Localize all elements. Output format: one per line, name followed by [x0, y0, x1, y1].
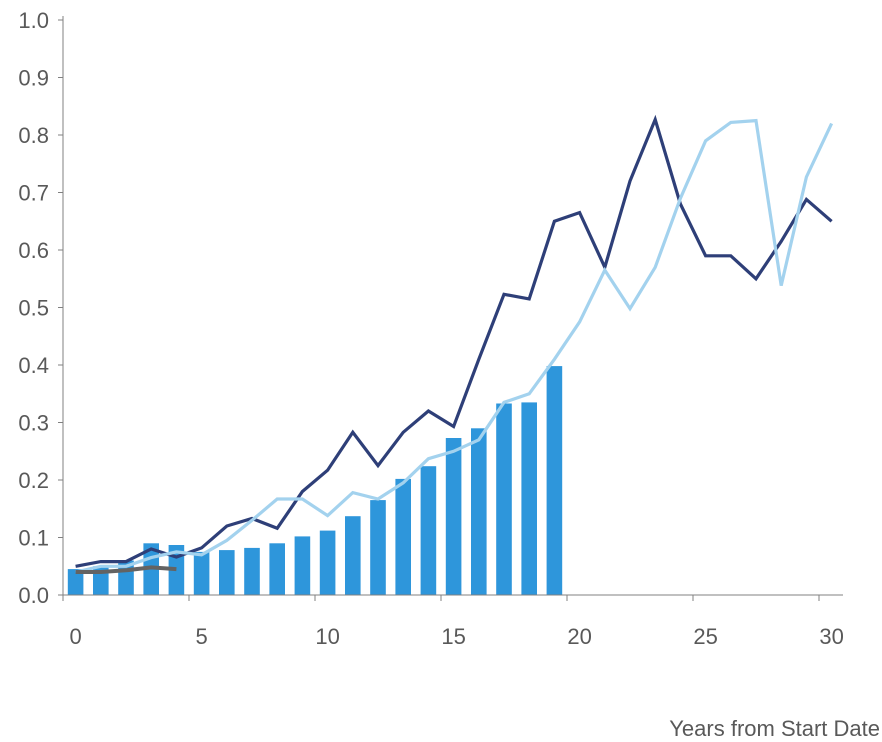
bar	[294, 536, 311, 595]
bar	[395, 478, 411, 595]
line-series-3	[75, 565, 177, 574]
bar	[521, 402, 537, 595]
bar	[345, 516, 361, 595]
y-tick-label: 0.0	[18, 583, 49, 608]
x-tick-label: 25	[693, 624, 717, 649]
bar	[370, 500, 386, 595]
y-tick-label: 0.3	[18, 411, 49, 436]
bar	[168, 545, 185, 595]
axes	[62, 16, 843, 596]
y-tick-label: 0.1	[18, 526, 49, 551]
bar	[193, 551, 210, 595]
x-tick-labels: 0 5 10 15 20 25 30	[69, 624, 843, 649]
y-tick-label: 0.5	[18, 296, 49, 321]
bar	[445, 438, 462, 595]
y-tick-label: 1.0	[18, 8, 49, 33]
bar	[219, 550, 235, 595]
y-tick-label: 0.7	[18, 181, 49, 206]
x-tick-label: 20	[567, 624, 591, 649]
x-tick-label: 15	[441, 624, 465, 649]
bar	[496, 403, 512, 595]
y-tick-label: 0.4	[18, 353, 49, 378]
x-axis-title: Years from Start Date	[669, 716, 880, 741]
y-tick-label: 0.6	[18, 238, 49, 263]
y-tick-labels: 0.0 0.1 0.2 0.3 0.4 0.5 0.6 0.7 0.8 0.9 1.0	[18, 8, 49, 608]
x-tick-label: 5	[195, 624, 207, 649]
x-tick-label: 0	[69, 624, 81, 649]
line-series-2	[75, 118, 834, 574]
x-tick-label: 30	[819, 624, 843, 649]
y-tick-label: 0.9	[18, 66, 49, 91]
bar	[471, 428, 487, 596]
bar	[269, 543, 285, 596]
y-tick-label: 0.8	[18, 123, 49, 148]
line-series-group	[75, 114, 834, 574]
bar	[420, 466, 437, 595]
line-series-1	[75, 114, 833, 568]
bar	[67, 569, 84, 595]
x-tick-label: 10	[315, 624, 339, 649]
bar	[319, 530, 336, 595]
y-tick-label: 0.2	[18, 468, 49, 493]
tick-marks	[58, 19, 820, 601]
bar	[244, 547, 260, 595]
bar	[546, 366, 563, 595]
